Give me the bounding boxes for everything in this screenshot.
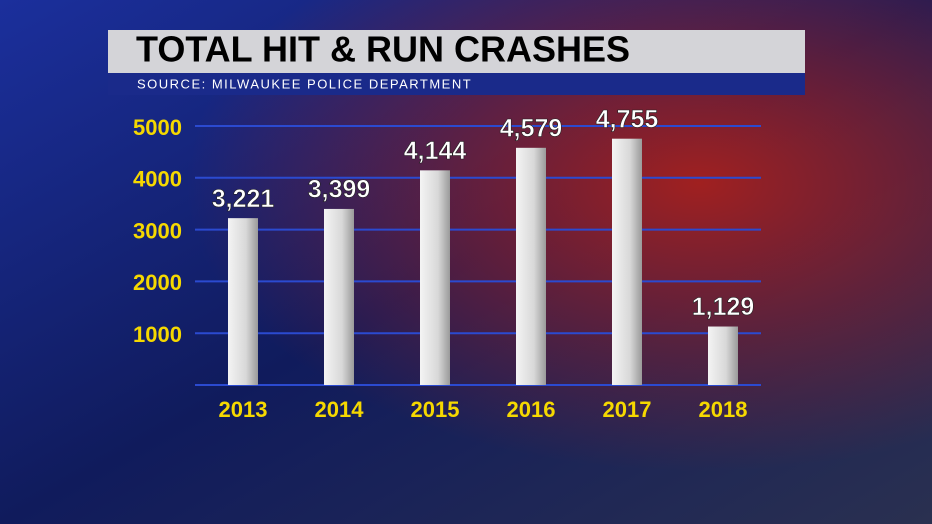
bar — [324, 208, 354, 385]
value-label: 3,221 — [212, 185, 275, 213]
bar — [612, 138, 642, 385]
x-tick-label: 2017 — [603, 397, 652, 422]
x-tick-label: 2018 — [699, 397, 748, 422]
bar — [420, 170, 450, 385]
x-tick-label: 2014 — [315, 397, 365, 422]
y-tick-label: 3000 — [133, 218, 182, 243]
value-label: 4,755 — [596, 105, 659, 133]
x-tick-label: 2016 — [507, 397, 556, 422]
y-tick-label: 2000 — [133, 270, 182, 295]
bar — [228, 218, 258, 385]
bar — [516, 147, 546, 385]
value-label: 4,144 — [404, 137, 467, 165]
y-tick-label: 1000 — [133, 322, 182, 347]
bar — [708, 326, 738, 385]
chart-subtitle: SOURCE: MILWAUKEE POLICE DEPARTMENT — [137, 76, 472, 91]
x-tick-label: 2013 — [219, 397, 268, 422]
value-label: 4,579 — [500, 114, 563, 142]
y-tick-label: 5000 — [133, 115, 182, 140]
value-label: 1,129 — [692, 293, 755, 321]
x-tick-label: 2015 — [411, 397, 460, 422]
value-label: 3,399 — [308, 176, 371, 204]
subtitle-band — [108, 73, 805, 95]
title-band — [108, 30, 805, 73]
y-tick-label: 4000 — [133, 167, 182, 192]
chart-title: TOTAL HIT & RUN CRASHES — [136, 29, 630, 70]
